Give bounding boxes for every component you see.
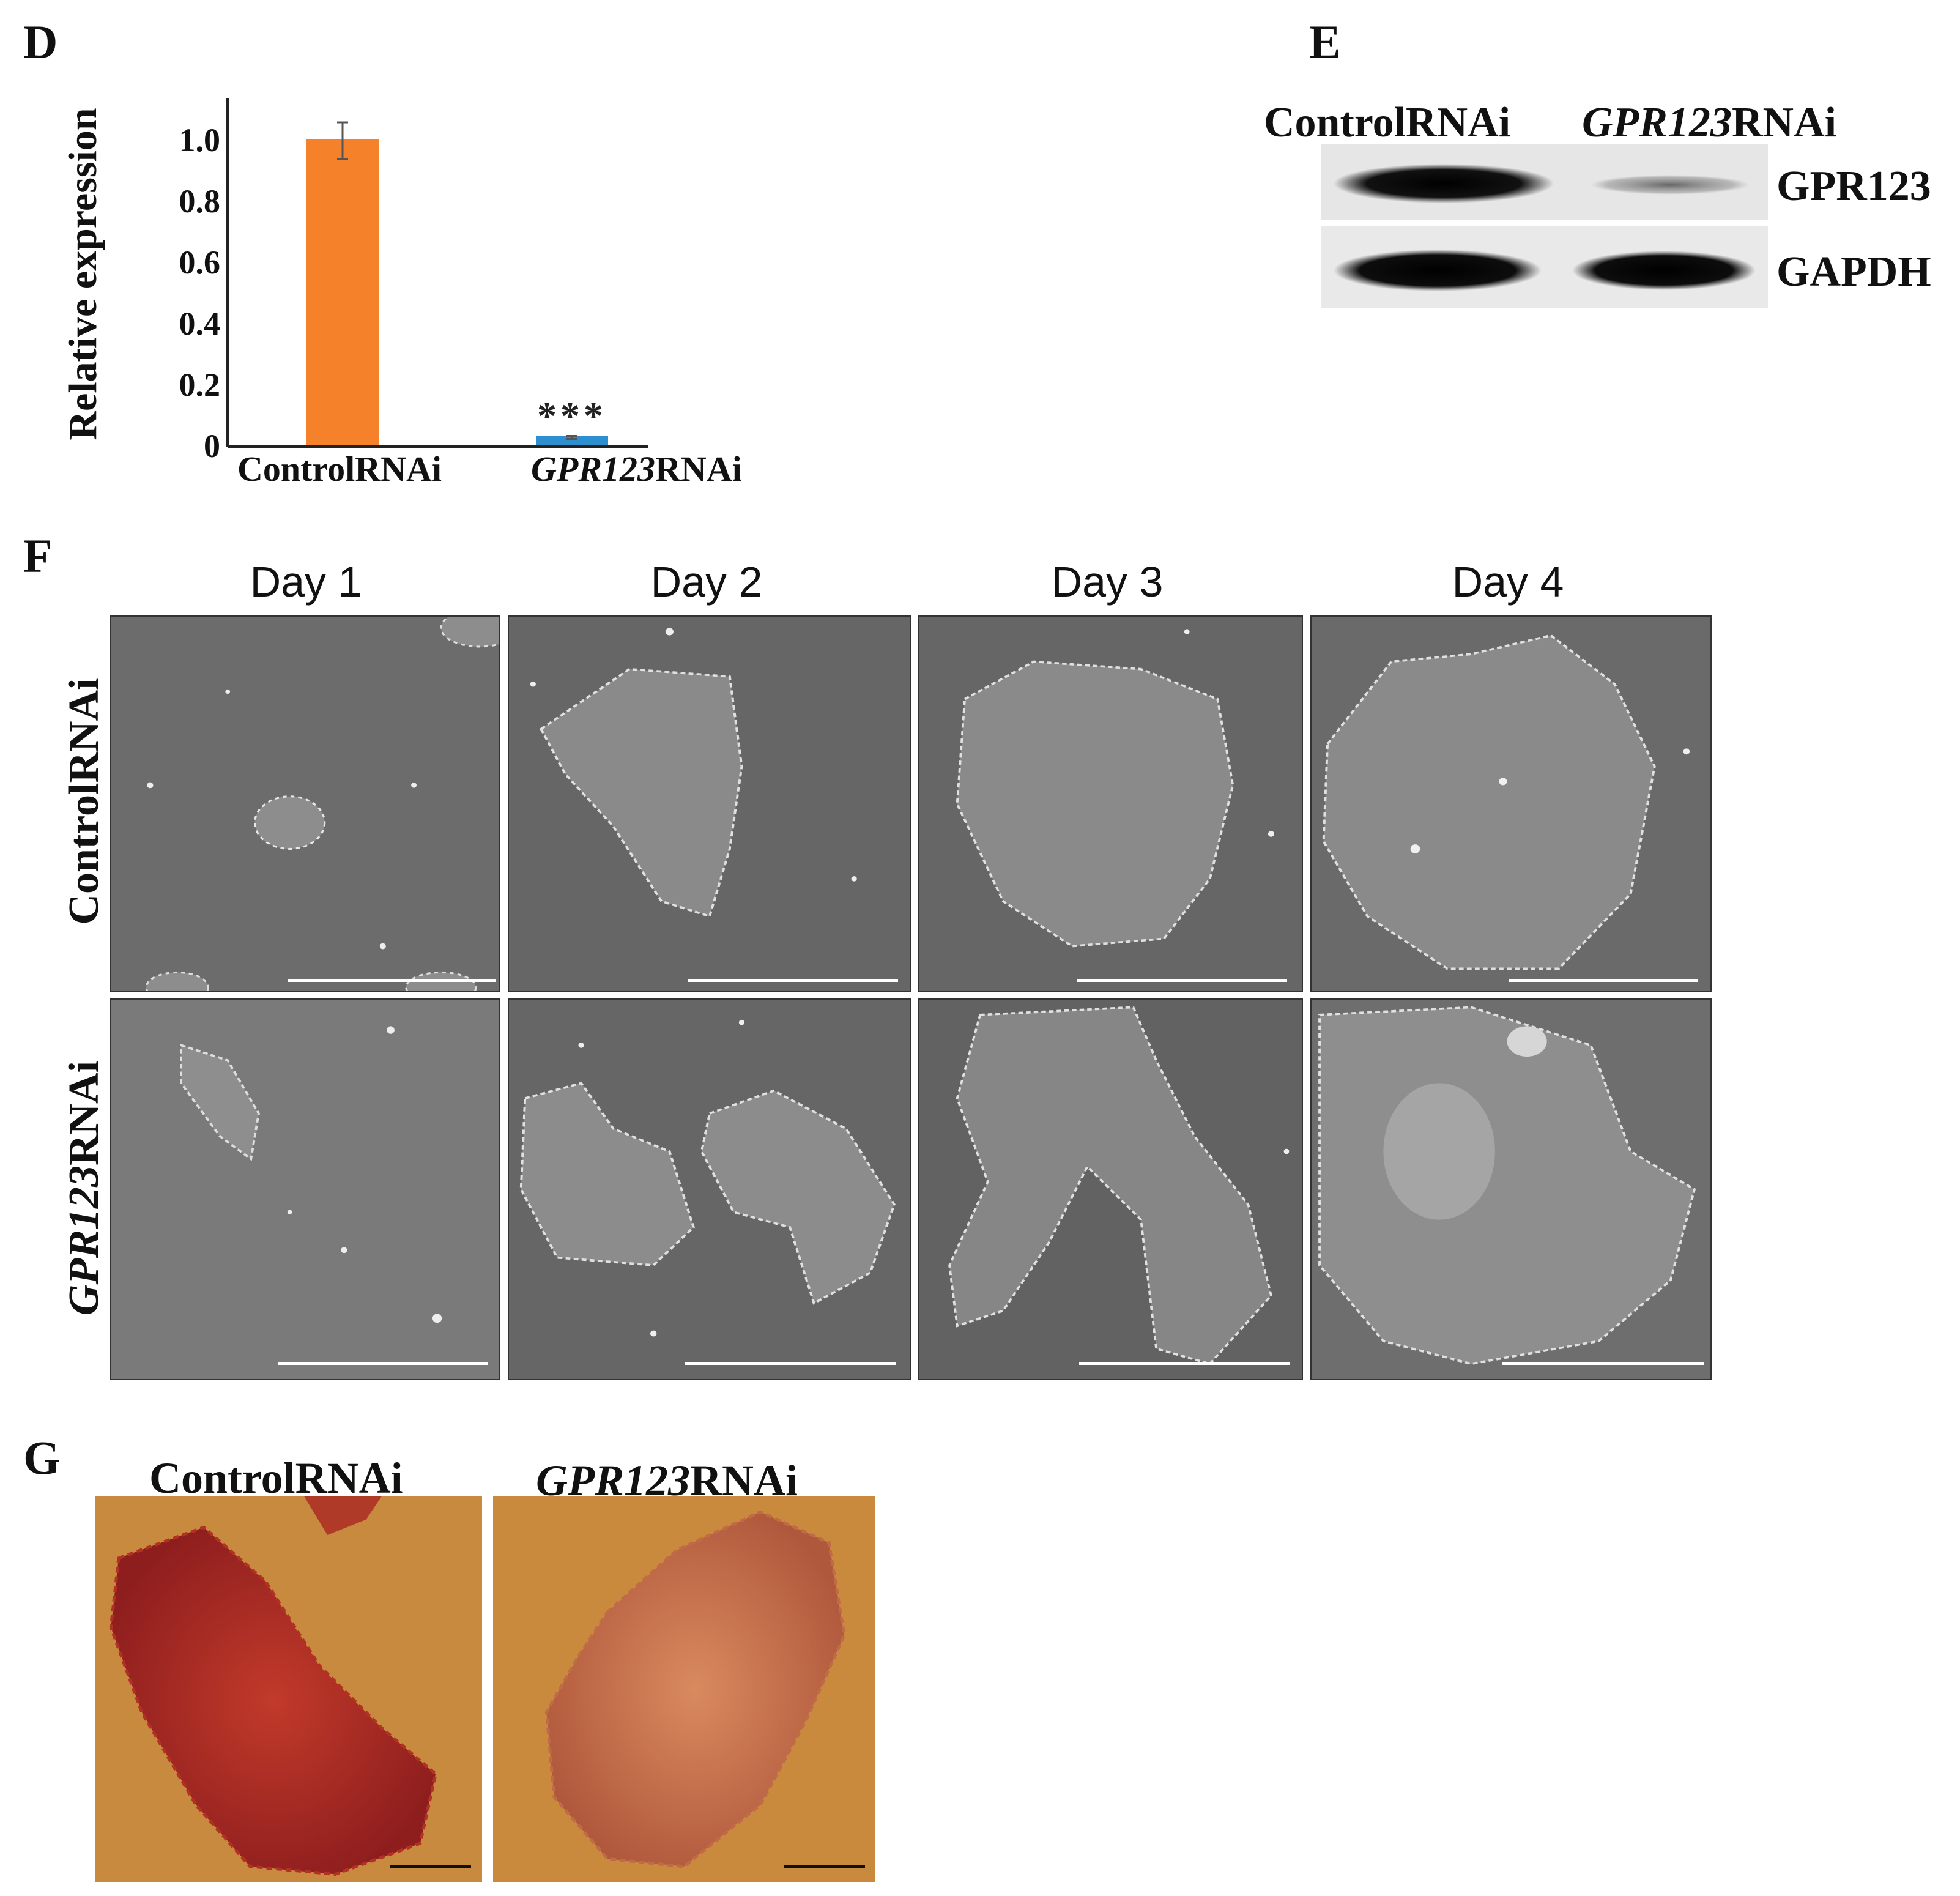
- y-tick-label: 1.0: [179, 122, 221, 158]
- band-knockdown-gpr123: [1591, 175, 1750, 195]
- scale-bar-control-day1: [288, 979, 496, 982]
- row-label-gpr123: GPR123RNAi: [61, 1060, 108, 1316]
- scale-bar-gpr123-day2: [685, 1362, 896, 1365]
- micrograph-control-day1: [110, 615, 500, 992]
- scale-bar-control-day2: [688, 979, 898, 982]
- y-tick-label: 0.6: [179, 244, 221, 281]
- stain-image-gpr123: [493, 1496, 875, 1882]
- scale-bar-stain-control: [390, 1865, 471, 1868]
- blot-lane-control: ControlRNAi: [1264, 99, 1511, 146]
- stain-label-control: ControlRNAi: [149, 1454, 403, 1503]
- x-category-gpr123: GPR123RNAi: [531, 449, 742, 489]
- stain-image-control: [95, 1496, 482, 1882]
- micrograph-gpr123-day4: [1310, 998, 1712, 1380]
- western-blot-gpr123: [1321, 144, 1768, 220]
- stain-label-gpr123: GPR123RNAi: [536, 1456, 798, 1505]
- band-control-gapdh: [1334, 250, 1542, 291]
- scale-bar-control-day3: [1077, 979, 1287, 982]
- y-tick-label: 0: [204, 428, 220, 464]
- scale-bar-control-day4: [1509, 979, 1698, 982]
- significance-marker: ***: [537, 394, 607, 437]
- micrograph-gpr123-day2: [508, 998, 911, 1380]
- scale-bar-gpr123-day4: [1502, 1362, 1704, 1365]
- y-tick-label: 0.2: [179, 366, 221, 403]
- panel-label-d: D: [23, 15, 58, 69]
- micrograph-control-day4: [1310, 615, 1712, 992]
- micrograph-gpr123-day3: [918, 998, 1303, 1380]
- error-bar-control: [337, 121, 348, 160]
- micrograph-control-day2: [508, 615, 911, 992]
- day-label-1: Day 1: [250, 558, 362, 606]
- bar-gpr123: [536, 436, 608, 445]
- band-label-gapdh: GAPDH: [1776, 248, 1931, 296]
- x-category-control: ControlRNAi: [237, 449, 442, 489]
- micrograph-control-day3: [918, 615, 1303, 992]
- micrograph-gpr123-day1: [110, 998, 500, 1380]
- western-blot-gapdh: [1321, 226, 1768, 308]
- band-control-gpr123: [1334, 164, 1554, 203]
- scale-bar-gpr123-day1: [278, 1362, 488, 1365]
- y-tick-label: 0.4: [179, 305, 221, 342]
- row-label-control: ControlRNAi: [61, 678, 108, 925]
- bar-chart: ***: [226, 98, 648, 448]
- y-tick-label: 0.8: [179, 183, 221, 220]
- band-knockdown-gapdh: [1572, 251, 1756, 290]
- error-bar-gpr123: [566, 435, 577, 440]
- panel-label-f: F: [23, 529, 53, 582]
- band-label-gpr123: GPR123: [1776, 163, 1931, 210]
- day-label-4: Day 4: [1452, 558, 1564, 606]
- scale-bar-stain-gpr123: [784, 1865, 865, 1868]
- day-label-3: Day 3: [1051, 558, 1164, 606]
- scale-bar-gpr123-day3: [1079, 1362, 1290, 1365]
- y-axis-label: Relative expression: [61, 108, 105, 441]
- panel-label-g: G: [23, 1431, 61, 1484]
- day-label-2: Day 2: [650, 558, 763, 606]
- bar-control: [306, 139, 379, 445]
- blot-lane-gpr123: GPR123RNAi: [1582, 99, 1837, 146]
- panel-label-e: E: [1309, 15, 1342, 69]
